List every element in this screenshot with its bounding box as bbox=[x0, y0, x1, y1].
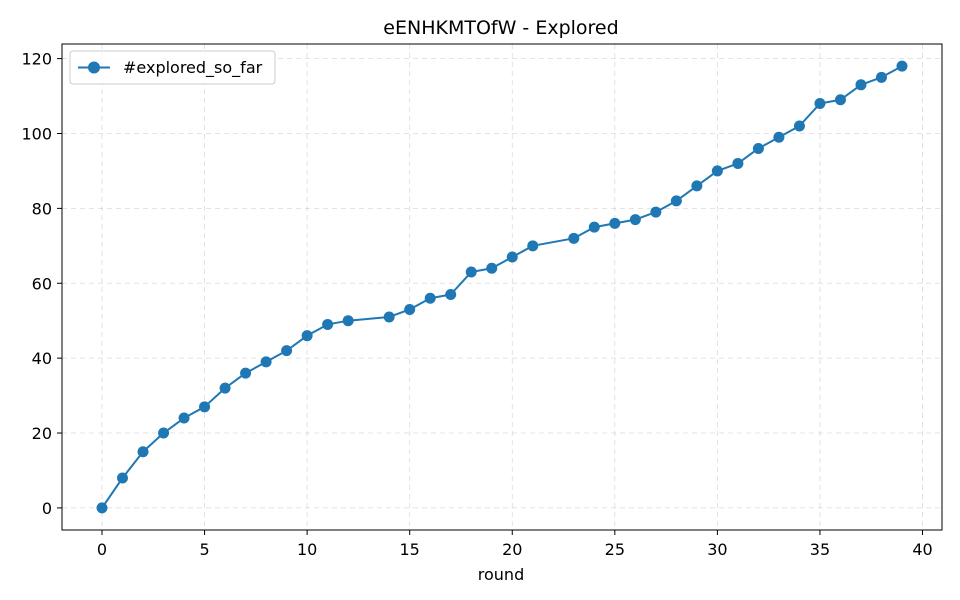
data-point bbox=[691, 180, 703, 192]
data-point bbox=[260, 356, 272, 368]
data-point bbox=[404, 303, 416, 315]
data-point bbox=[240, 367, 252, 379]
data-point bbox=[752, 142, 764, 154]
data-point bbox=[568, 232, 580, 244]
x-tick-label: 40 bbox=[912, 540, 932, 559]
data-point bbox=[383, 311, 395, 323]
x-tick-label: 10 bbox=[297, 540, 317, 559]
data-point bbox=[424, 292, 436, 304]
x-tick-label: 20 bbox=[502, 540, 522, 559]
x-tick-label: 30 bbox=[707, 540, 727, 559]
data-point bbox=[773, 131, 785, 143]
legend-label: #explored_so_far bbox=[123, 58, 263, 78]
y-tick-label: 80 bbox=[32, 199, 52, 218]
data-point bbox=[301, 330, 313, 342]
y-tick-label: 20 bbox=[32, 424, 52, 443]
data-point bbox=[96, 502, 108, 514]
grid-lines bbox=[62, 44, 942, 530]
legend: #explored_so_far bbox=[69, 50, 276, 85]
plot-frame bbox=[61, 43, 943, 531]
data-point bbox=[629, 214, 641, 226]
axes: 0 5 10 15 20 25 30 35 40 0 20 40 60 80 100 120 bbox=[21, 43, 943, 559]
data-point bbox=[855, 79, 867, 91]
data-point bbox=[834, 94, 846, 106]
legend-marker-swatch bbox=[88, 61, 100, 74]
y-tick-label: 0 bbox=[42, 499, 52, 518]
x-tick-label: 0 bbox=[97, 540, 107, 559]
data-point bbox=[281, 345, 293, 357]
data-point bbox=[814, 98, 826, 110]
data-point bbox=[219, 382, 231, 394]
data-point bbox=[322, 318, 334, 330]
series-layer bbox=[96, 60, 908, 514]
data-point bbox=[137, 446, 149, 458]
data-point bbox=[199, 401, 211, 413]
data-point bbox=[670, 195, 682, 207]
x-tick-label: 5 bbox=[199, 540, 209, 559]
data-point bbox=[875, 71, 887, 83]
y-tick-label: 40 bbox=[32, 349, 52, 368]
data-point bbox=[178, 412, 190, 424]
data-point bbox=[588, 221, 600, 233]
data-point bbox=[117, 472, 129, 484]
data-point bbox=[896, 60, 908, 72]
data-point bbox=[158, 427, 170, 439]
x-axis-label: round bbox=[478, 565, 524, 584]
x-tick-label: 25 bbox=[605, 540, 625, 559]
y-tick-label: 120 bbox=[21, 50, 52, 69]
data-point bbox=[650, 206, 662, 218]
data-point bbox=[465, 266, 477, 278]
data-point bbox=[342, 315, 354, 327]
data-point bbox=[527, 240, 539, 252]
data-point bbox=[609, 217, 621, 229]
x-tick-label: 35 bbox=[810, 540, 830, 559]
data-point bbox=[445, 288, 457, 300]
x-tick-label: 15 bbox=[400, 540, 420, 559]
y-tick-label: 100 bbox=[21, 124, 52, 143]
data-point bbox=[711, 165, 723, 177]
y-tick-label: 60 bbox=[32, 274, 52, 293]
chart-title: eENHKMTOfW - Explored bbox=[383, 17, 618, 39]
legend-frame bbox=[69, 50, 276, 85]
data-point bbox=[732, 157, 744, 169]
data-point bbox=[506, 251, 518, 263]
series-line bbox=[101, 65, 903, 509]
data-point bbox=[486, 262, 498, 274]
data-point bbox=[793, 120, 805, 132]
